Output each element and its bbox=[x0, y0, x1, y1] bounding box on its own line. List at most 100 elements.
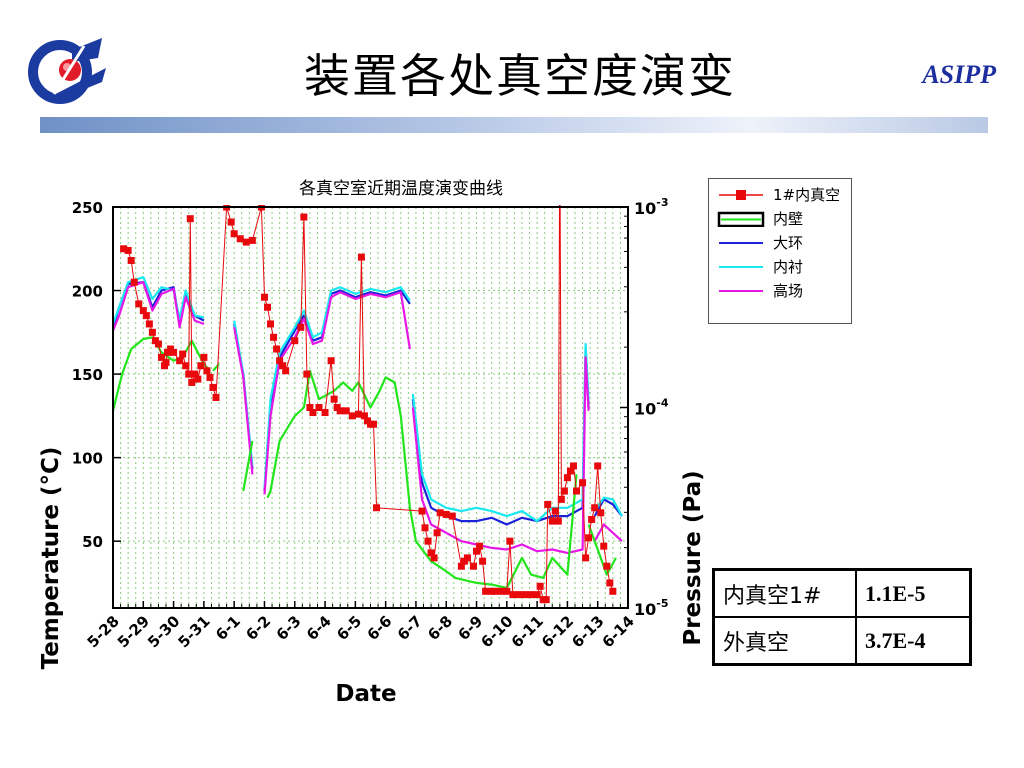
x-axis-label: Date bbox=[335, 681, 396, 707]
data-point bbox=[273, 345, 281, 353]
data-point bbox=[267, 320, 275, 328]
x-tick-label: 6-8 bbox=[424, 612, 456, 644]
data-point bbox=[360, 412, 368, 420]
data-point bbox=[533, 591, 541, 599]
data-point bbox=[560, 487, 568, 495]
data-point bbox=[124, 246, 132, 254]
series-line-0 bbox=[113, 336, 211, 412]
data-point bbox=[120, 245, 128, 253]
y-tick-label: 150 bbox=[72, 366, 103, 384]
data-point bbox=[357, 253, 365, 261]
data-point bbox=[157, 353, 165, 361]
data-point bbox=[170, 348, 178, 356]
data-point bbox=[506, 537, 514, 545]
x-tick-label: 6-2 bbox=[242, 612, 274, 644]
x-tick-label: 6-10 bbox=[477, 612, 516, 651]
x-tick-label: 5-29 bbox=[114, 612, 153, 651]
x-tick-label: 6-4 bbox=[303, 612, 335, 644]
y2-tick-label: 10-4 bbox=[634, 397, 669, 419]
data-point bbox=[260, 293, 268, 301]
data-point bbox=[315, 404, 323, 411]
data-point bbox=[145, 320, 153, 328]
data-point bbox=[457, 562, 465, 570]
y2-axis-label: Pressure (Pa) bbox=[680, 470, 706, 645]
data-point bbox=[309, 409, 317, 417]
data-point bbox=[430, 554, 438, 562]
data-point bbox=[473, 547, 481, 555]
x-tick-label: 6-1 bbox=[212, 612, 244, 644]
legend-line-icon bbox=[719, 266, 763, 268]
data-point bbox=[436, 509, 444, 517]
data-point bbox=[191, 370, 199, 378]
series-line-3 bbox=[233, 327, 254, 475]
data-point bbox=[582, 554, 590, 562]
temperature-chart: 各真空室近期温度演变曲线 Temperature (°C) Pressure (… bbox=[38, 179, 706, 707]
legend-item-ring: 大环 bbox=[715, 233, 849, 253]
data-point bbox=[569, 462, 577, 470]
data-point bbox=[327, 357, 335, 365]
y-axis-label: Temperature (°C) bbox=[38, 447, 64, 670]
slide-title: 装置各处真空度演变 bbox=[304, 49, 736, 103]
legend-line-icon bbox=[719, 290, 763, 292]
series-line-3 bbox=[593, 523, 623, 543]
chart-title: 各真空室近期温度演变曲线 bbox=[299, 179, 503, 199]
chart-legend: 1#内真空 内壁 大环 内衬 高场 bbox=[708, 178, 852, 324]
data-point bbox=[230, 230, 238, 238]
data-point bbox=[606, 579, 614, 587]
legend-item-high-field: 高场 bbox=[715, 281, 849, 301]
data-point bbox=[242, 238, 250, 246]
data-point bbox=[482, 587, 490, 595]
data-point bbox=[248, 236, 256, 244]
data-point bbox=[148, 328, 156, 336]
data-point bbox=[497, 587, 505, 595]
data-point bbox=[609, 587, 617, 595]
legend-item-inner-vacuum: 1#内真空 bbox=[715, 185, 849, 205]
data-point bbox=[373, 504, 381, 512]
legend-label: 1#内真空 bbox=[773, 186, 841, 204]
legend-line-icon bbox=[719, 242, 763, 244]
data-point bbox=[554, 517, 562, 525]
data-point bbox=[433, 529, 441, 537]
data-point bbox=[591, 504, 599, 512]
data-point bbox=[557, 495, 565, 503]
data-point bbox=[236, 235, 244, 243]
series-line-3 bbox=[263, 291, 411, 495]
vacuum-value: 1.1E-5 bbox=[855, 568, 972, 618]
data-point bbox=[209, 383, 217, 391]
data-point bbox=[297, 323, 305, 331]
data-point bbox=[603, 562, 611, 570]
data-point bbox=[491, 587, 499, 595]
data-point bbox=[470, 562, 477, 570]
data-point bbox=[206, 373, 214, 381]
x-tick-label: 6-14 bbox=[599, 612, 638, 651]
data-point bbox=[515, 591, 523, 599]
title-underline-bar bbox=[40, 117, 988, 133]
vacuum-table: 内真空1# 1.1E-5 外真空 3.7E-4 bbox=[712, 568, 972, 666]
data-point bbox=[600, 542, 608, 550]
data-point bbox=[551, 507, 559, 515]
data-point bbox=[179, 350, 187, 358]
data-point bbox=[527, 591, 535, 599]
data-point bbox=[186, 215, 194, 223]
data-point bbox=[585, 534, 593, 542]
data-point bbox=[130, 278, 138, 286]
series-line-0 bbox=[587, 524, 617, 576]
series-line-3 bbox=[113, 281, 205, 332]
institute-logo bbox=[28, 38, 106, 104]
y2-tick-label: 10-3 bbox=[634, 196, 669, 218]
data-point bbox=[448, 512, 456, 520]
data-point bbox=[197, 362, 205, 370]
series-line-1 bbox=[593, 498, 623, 517]
data-point bbox=[291, 337, 299, 345]
series-line-3 bbox=[411, 356, 590, 554]
data-point bbox=[330, 395, 338, 403]
data-point bbox=[306, 404, 314, 411]
x-tick-label: 6-6 bbox=[364, 612, 396, 644]
x-tick-label: 6-5 bbox=[333, 612, 365, 644]
data-point bbox=[573, 487, 580, 495]
data-point bbox=[544, 500, 552, 508]
data-point bbox=[227, 218, 235, 226]
data-point bbox=[442, 510, 450, 518]
data-point bbox=[594, 462, 602, 470]
data-point bbox=[424, 537, 432, 545]
